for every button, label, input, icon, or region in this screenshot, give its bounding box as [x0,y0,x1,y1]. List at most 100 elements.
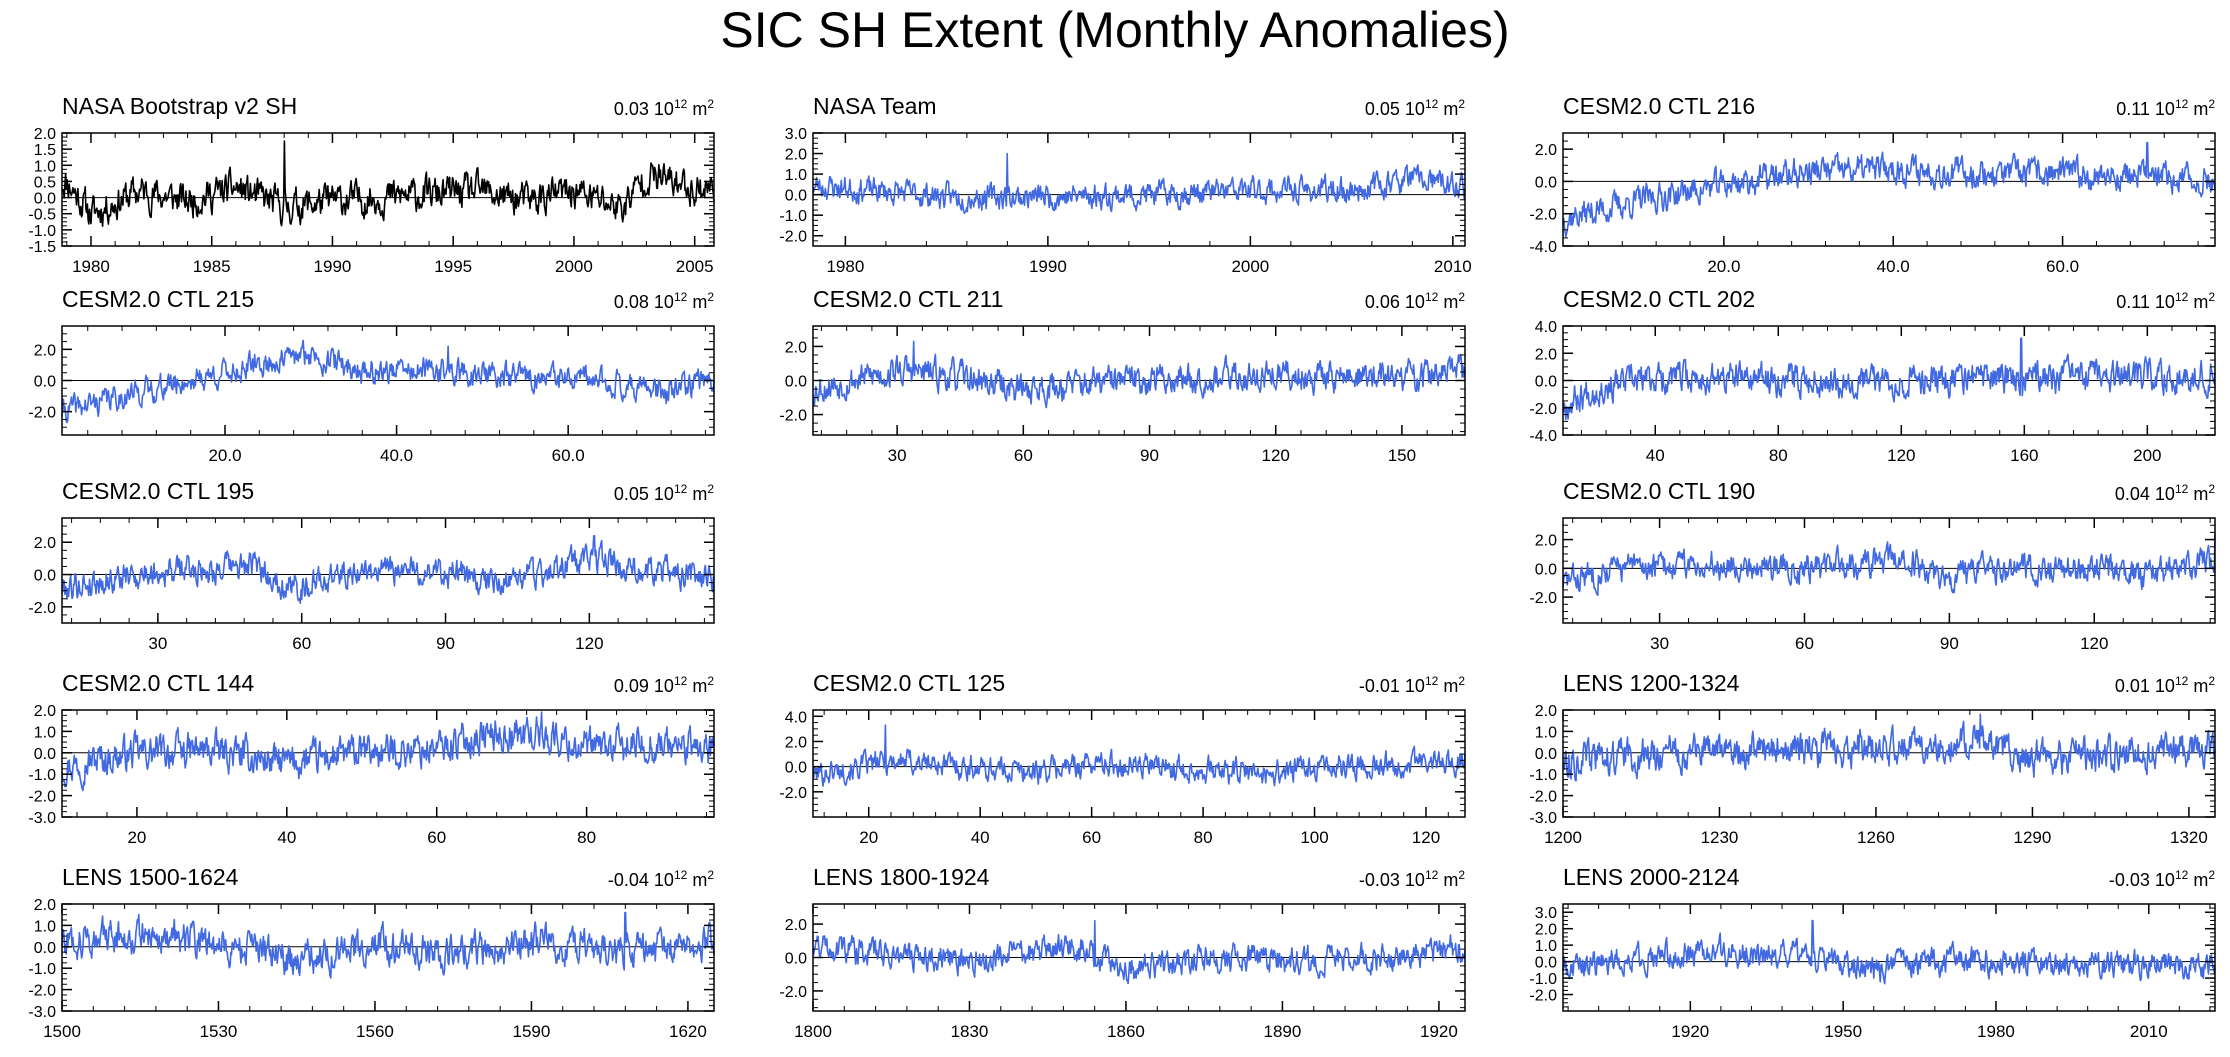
chart-panel-plot: 20 40 60 80 -3.0 -2.0 -1.0 0.0 1.0 2.0 [28,703,715,847]
chart-panel-plot: 1800 1830 1860 1890 1920 -2.0 0.0 2.0 [779,903,1466,1041]
panel-mean-value: 0.05 1012 m2 [614,482,714,505]
mean-number: 0.06 [1364,292,1400,312]
panel-header: LENS 1500-1624 -0.04 1012 m2 [62,864,714,900]
unit-exponent: 12 [1424,97,1439,111]
unit-exponent: 12 [2174,97,2189,111]
y-tick-label: 0.0 [1535,174,1557,191]
unit-label: m [692,99,708,119]
panel-title: LENS 1800-1924 [813,864,990,890]
x-tick-label: 20.0 [1707,257,1740,276]
unit-exponent: 12 [673,868,688,882]
y-tick-label: -2.0 [1529,789,1557,806]
panel-header: NASA Team 0.05 1012 m2 [813,93,1465,129]
unit-exponent: 12 [2174,674,2189,688]
unit-exponent: 12 [2174,482,2189,496]
y-tick-label: 1.5 [34,142,56,159]
unit-exponent: 12 [1424,290,1439,304]
chart-panel-plot: 20 40 60 80 100 120 -2.0 0.0 2.0 4.0 [779,709,1466,847]
panel-header: CESM2.0 CTL 202 0.11 1012 m2 [1563,286,2215,322]
y-tick-label: -2.0 [1529,590,1557,607]
panel-title: CESM2.0 CTL 202 [1563,286,1756,312]
chart-panel-plot: 1920 1950 1980 2010 -2.0-1.00.01.02.03.0 [1529,903,2216,1041]
unit-base: 10 [1404,99,1425,119]
x-tick-label: 2000 [1231,257,1269,276]
unit-base: 10 [653,484,674,504]
unit-exponent: 12 [673,97,688,111]
series-line [812,340,1466,409]
x-tick-label: 30 [148,634,167,653]
unit-label: m [692,292,708,312]
y-tick-label: 2.0 [34,342,56,359]
panel-title: LENS 1200-1324 [1563,670,1740,696]
chart-panel-plot: 20.0 40.0 60.0 -4.0 -2.0 0.0 2.0 [1529,132,2216,276]
panel-title: NASA Team [813,93,937,119]
x-tick-label: 60 [292,634,311,653]
unit-base: 10 [1404,676,1425,696]
y-tick-label: 0.0 [1535,561,1557,578]
y-tick-label: 2.0 [785,734,807,751]
y-tick-label: -1.0 [28,767,56,784]
unit-base: 10 [2154,292,2175,312]
series-line [1562,337,2216,421]
panel-mean-value: 0.11 1012 m2 [2116,290,2215,313]
panel-mean-value: 0.05 1012 m2 [1365,97,1465,120]
x-tick-label: 2005 [676,257,714,276]
y-tick-label: 0.0 [34,568,56,585]
panel-header: CESM2.0 CTL 125 -0.01 1012 m2 [813,670,1465,706]
x-tick-label: 60 [427,828,446,847]
mean-number: 0.05 [1364,99,1400,119]
y-tick-label: 2.0 [1535,142,1557,159]
mean-number: 0.03 [613,99,649,119]
panel-mean-value: -0.01 1012 m2 [1359,674,1465,697]
x-tick-label: 120 [1262,446,1290,465]
y-tick-label: 1.0 [1535,938,1557,955]
panel-header: CESM2.0 CTL 215 0.08 1012 m2 [62,286,714,322]
x-tick-label: 200 [2133,446,2161,465]
panel-mean-value: 0.03 1012 m2 [614,97,714,120]
y-tick-label: 2.0 [785,917,807,934]
y-tick-label: 0.0 [785,760,807,777]
y-tick-label: -1.0 [1529,767,1557,784]
y-tick-label: -2.0 [28,789,56,806]
series-line [1562,919,2216,985]
y-tick-label: 0.0 [1535,955,1557,972]
unit-square: 2 [707,97,714,111]
y-tick-label: 1.0 [1535,724,1557,741]
mean-number: -0.03 [2108,870,2150,890]
series-line [1562,533,2216,596]
x-tick-label: 60.0 [2046,257,2079,276]
y-tick-label: 2.0 [34,897,56,914]
unit-base: 10 [2154,484,2175,504]
panel-mean-value: 0.01 1012 m2 [2115,674,2215,697]
x-tick-label: 2010 [2130,1022,2168,1041]
unit-label: m [2193,292,2209,312]
unit-square: 2 [1458,868,1465,882]
y-tick-label: 0.0 [1535,374,1557,391]
panel-title: LENS 2000-2124 [1563,864,1740,890]
x-tick-label: 1980 [1977,1022,2015,1041]
panel-header: CESM2.0 CTL 144 0.09 1012 m2 [62,670,714,706]
y-tick-label: -2.0 [779,229,807,246]
x-tick-label: 1920 [1420,1022,1458,1041]
panel-title: NASA Bootstrap v2 SH [62,93,298,119]
panel-title: CESM2.0 CTL 195 [62,478,255,504]
panel-header: CESM2.0 CTL 211 0.06 1012 m2 [813,286,1465,322]
y-tick-label: 3.0 [1535,905,1557,922]
unit-base: 10 [653,676,674,696]
series-line [1562,141,2216,238]
unit-label: m [2193,870,2209,890]
x-tick-label: 20 [127,828,146,847]
y-tick-label: 0.0 [34,191,56,208]
chart-panel-plot: 30 60 90 120 -2.0 0.0 2.0 [28,517,715,653]
unit-base: 10 [2154,99,2175,119]
y-tick-label: -2.0 [779,785,807,802]
x-tick-label: 1260 [1857,828,1895,847]
panel-title: CESM2.0 CTL 190 [1563,478,1756,504]
y-tick-label: -4.0 [1529,428,1557,445]
panel-mean-value: 0.08 1012 m2 [614,290,714,313]
panel-mean-value: 0.09 1012 m2 [614,674,714,697]
x-tick-label: 160 [2010,446,2038,465]
x-tick-label: 150 [1388,446,1416,465]
unit-square: 2 [707,868,714,882]
unit-square: 2 [1458,97,1465,111]
